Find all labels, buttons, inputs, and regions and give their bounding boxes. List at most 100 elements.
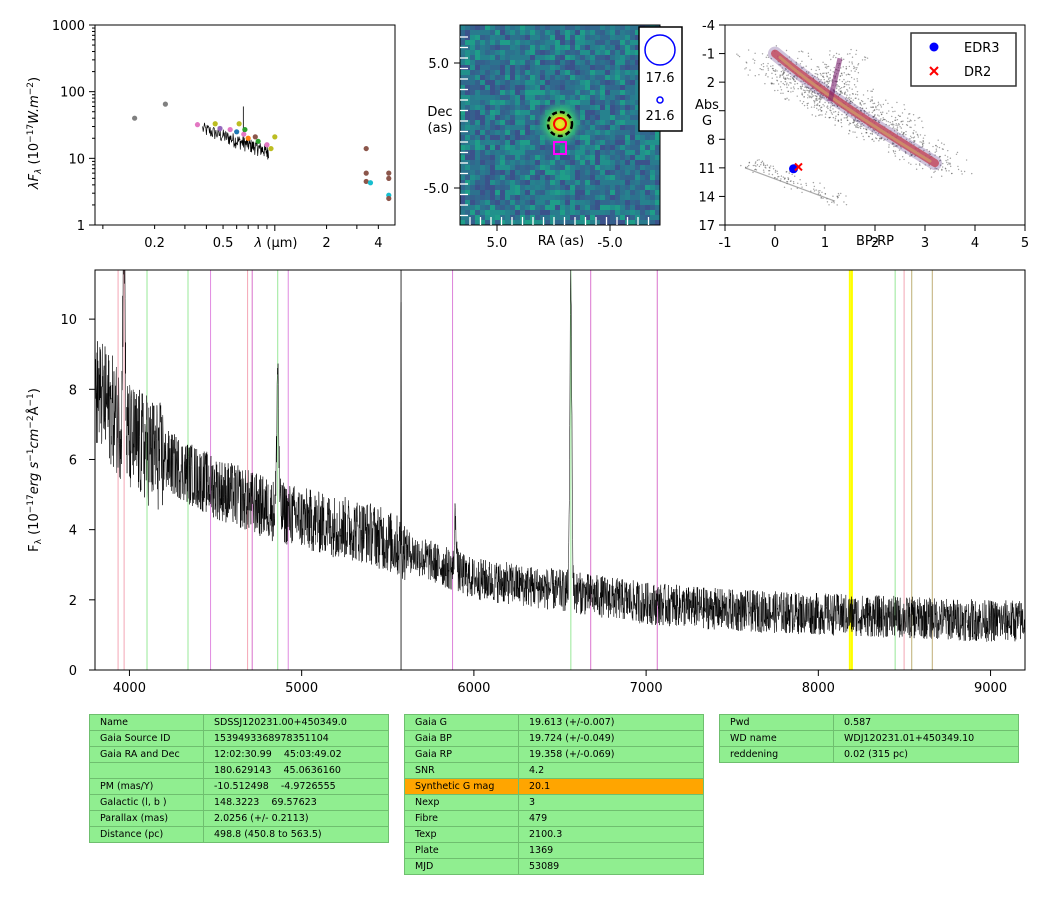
info-table-2-row: Texp 2100.3 xyxy=(404,826,704,843)
info-table-2-key: MJD xyxy=(404,858,519,875)
dr2-point xyxy=(794,162,803,172)
sed-y-label: λFλ (10−17W.m−2) xyxy=(26,77,44,190)
info-table-1-row: Parallax (mas) 2.0256 (+/- 0.2113) xyxy=(89,810,389,827)
mag-circle-small xyxy=(656,96,664,104)
spectrum-x-tick-label: 4000 xyxy=(113,681,146,696)
sed-x-tick-label: 4 xyxy=(374,236,382,251)
info-table-2-key: Gaia RP xyxy=(404,746,519,763)
info-table-2-key: Gaia BP xyxy=(404,730,519,747)
sed-photometry-point xyxy=(386,195,392,202)
hrd-x-tick-label: 4 xyxy=(971,236,979,251)
info-table-1-key: PM (mas/Y) xyxy=(89,778,204,795)
sed-photometry-point xyxy=(212,121,218,127)
info-table-1-value: 12:02:30.99 45:03:49.02 xyxy=(203,746,389,763)
info-table-1-row: Galactic (l, b ) 148.3223 69.57623 xyxy=(89,794,389,811)
info-table-3-value: 0.587 xyxy=(833,714,1019,731)
legend-mag-1: 17.6 xyxy=(646,71,675,86)
spectrum-x-tick-label: 6000 xyxy=(457,681,490,696)
info-table-2-value: 53089 xyxy=(518,858,704,875)
info-table-2-row: Gaia BP 19.724 (+/-0.049) xyxy=(404,730,704,747)
info-table-2-value: 2100.3 xyxy=(518,826,704,843)
hrd-x-tick-label: 1 xyxy=(821,236,829,251)
info-table-2-value: 19.613 (+/-0.007) xyxy=(518,714,704,731)
info-table-2: Gaia G 19.613 (+/-0.007) Gaia BP 19.724 (+/… xyxy=(404,714,704,875)
sed-photometry-point xyxy=(264,142,270,148)
info-table-2-value: 4.2 xyxy=(518,762,704,779)
info-table-2-row: MJD 53089 xyxy=(404,858,704,875)
info-table-2-row: Gaia RP 19.358 (+/-0.069) xyxy=(404,746,704,763)
info-table-2-key: Fibre xyxy=(404,810,519,827)
sed-x-tick-label: 0.5 xyxy=(213,236,234,251)
info-table-1-key: Distance (pc) xyxy=(89,826,204,843)
spectrum-x-tick-label: 7000 xyxy=(630,681,663,696)
info-table-1-row: Name SDSSJ120231.00+450349.0 xyxy=(89,714,389,731)
sed-photometry-point xyxy=(245,135,251,141)
sed-photometry-point xyxy=(194,122,201,128)
info-table-2-row: Fibre 479 xyxy=(404,810,704,827)
info-table-2-value: 479 xyxy=(518,810,704,827)
legend-edr3: EDR3 xyxy=(964,41,1000,56)
info-table-1-key: Gaia RA and Dec xyxy=(89,746,204,763)
info-table-1-value: 1539493368978351104 xyxy=(203,730,389,747)
sed-photometry-point xyxy=(272,134,278,140)
info-table-2-value: 3 xyxy=(518,794,704,811)
sed-photometry-point xyxy=(363,145,369,152)
hrd-y-tick-label: 11 xyxy=(698,162,715,177)
dr2-circle xyxy=(553,117,567,131)
info-table-1-key: Name xyxy=(89,714,204,731)
sed-y-tick-label: 1 xyxy=(77,219,85,234)
image-cutout: 5.0 -5.0 5.0 -5.0 17.6 21.6 RA (as) Dec (as… xyxy=(424,24,683,251)
sed-photometry-point xyxy=(227,126,233,133)
info-table-3-value: WDJ120231.01+450349.10 xyxy=(833,730,1019,747)
sed-photometry-point xyxy=(386,175,392,182)
spectrum-plot: 4000 5000 6000 7000 8000 9000 0 2 4 6 8 10 Fλ (10−1… xyxy=(26,269,1026,696)
image-y-tick-label: -5.0 xyxy=(424,182,449,197)
hrd-y-label-1: Abs xyxy=(695,98,719,113)
source-blob xyxy=(536,100,584,148)
info-table-1-value: -10.512498 -4.9726555 xyxy=(203,778,389,795)
mag-circle-large xyxy=(644,34,676,66)
info-table-2-key: SNR xyxy=(404,762,519,779)
info-table-3-key: WD name xyxy=(719,730,834,747)
info-table-3-key: reddening xyxy=(719,746,834,763)
spectrum-x-tick-label: 5000 xyxy=(285,681,318,696)
info-table-2-row: Synthetic G mag 20.1 xyxy=(404,778,704,795)
sed-photometry-point xyxy=(242,126,248,133)
info-table-3-value: 0.02 (315 pc) xyxy=(833,746,1019,763)
image-y-tick-label: 5.0 xyxy=(428,57,449,72)
sed-photometry-point xyxy=(367,180,374,186)
info-table-3-key: Pwd xyxy=(719,714,834,731)
gaia-circle xyxy=(546,110,574,138)
info-table-2-row: Gaia G 19.613 (+/-0.007) xyxy=(404,714,704,731)
info-table-1-key: Gaia Source ID xyxy=(89,730,204,747)
info-table-3-row: reddening 0.02 (315 pc) xyxy=(719,746,1019,763)
info-table-1-key: Parallax (mas) xyxy=(89,810,204,827)
info-table-1-row: Distance (pc) 498.8 (450.8 to 563.5) xyxy=(89,826,389,843)
info-table-2-value: 20.1 xyxy=(518,778,704,795)
sed-photometry-point xyxy=(268,145,274,152)
sed-photometry-point xyxy=(252,134,258,140)
spectrum-x-tick-label: 9000 xyxy=(974,681,1007,696)
image-y-label-2: (as) xyxy=(428,121,453,136)
info-table-1-key xyxy=(89,762,204,779)
legend-mag-2: 21.6 xyxy=(646,109,675,124)
info-table-2-key: Gaia G xyxy=(404,714,519,731)
sed-y-tick-label: 10 xyxy=(68,152,85,167)
sed-x-tick-label: 2 xyxy=(322,236,330,251)
info-table-1-value: 180.629143 45.0636160 xyxy=(203,762,389,779)
spectrum-y-tick-label: 2 xyxy=(69,594,77,609)
hrd-x-tick-label: 0 xyxy=(771,236,779,251)
sed-photometry-point xyxy=(255,138,261,144)
sed-y-tick-label: 1000 xyxy=(52,19,85,34)
sdss-square xyxy=(553,141,567,155)
spectrum-trace xyxy=(95,270,1025,642)
sed-photometry-point xyxy=(132,115,138,121)
hrd-x-label: BP-RP xyxy=(856,234,894,249)
info-table-1-row: Gaia Source ID 1539493368978351104 xyxy=(89,730,389,747)
spectrum-x-tick-label: 8000 xyxy=(802,681,835,696)
spectrum-y-tick-label: 10 xyxy=(60,313,77,328)
sed-photometry-point xyxy=(363,178,369,185)
info-table-2-row: Nexp 3 xyxy=(404,794,704,811)
